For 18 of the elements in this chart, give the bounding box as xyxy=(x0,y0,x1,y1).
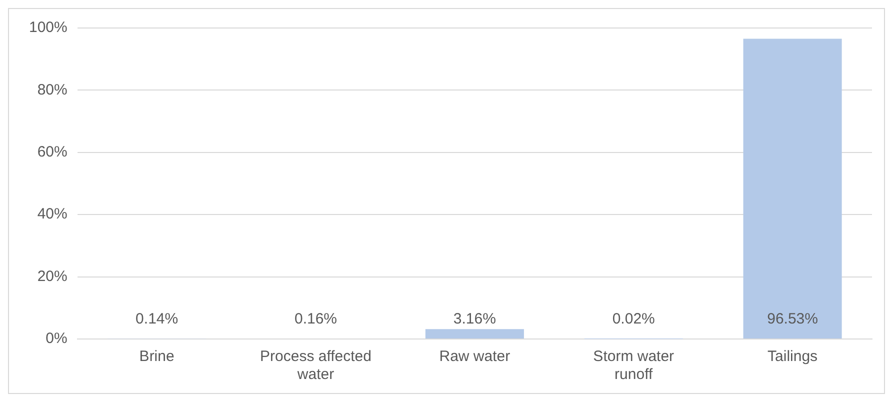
data-label: 96.53% xyxy=(767,310,818,328)
x-tick-label: Process affected water xyxy=(260,348,372,384)
y-tick-label: 100% xyxy=(28,19,68,36)
y-tick-label: 20% xyxy=(37,268,68,285)
y-tick-label: 80% xyxy=(37,81,68,98)
data-label: 0.02% xyxy=(612,310,655,328)
y-tick-label: 40% xyxy=(37,206,68,223)
x-tick-label: Brine xyxy=(139,348,174,366)
data-label: 0.14% xyxy=(136,310,178,328)
y-tick-label: 60% xyxy=(37,144,68,161)
x-tick-label: Raw water xyxy=(439,348,510,366)
bar xyxy=(743,38,842,338)
bar xyxy=(425,329,524,338)
x-tick-label: Tailings xyxy=(768,348,818,366)
data-label: 3.16% xyxy=(453,310,496,328)
x-tick-label: Storm water runoff xyxy=(593,348,674,384)
y-tick-label: 0% xyxy=(46,330,68,348)
data-label: 0.16% xyxy=(294,310,338,328)
